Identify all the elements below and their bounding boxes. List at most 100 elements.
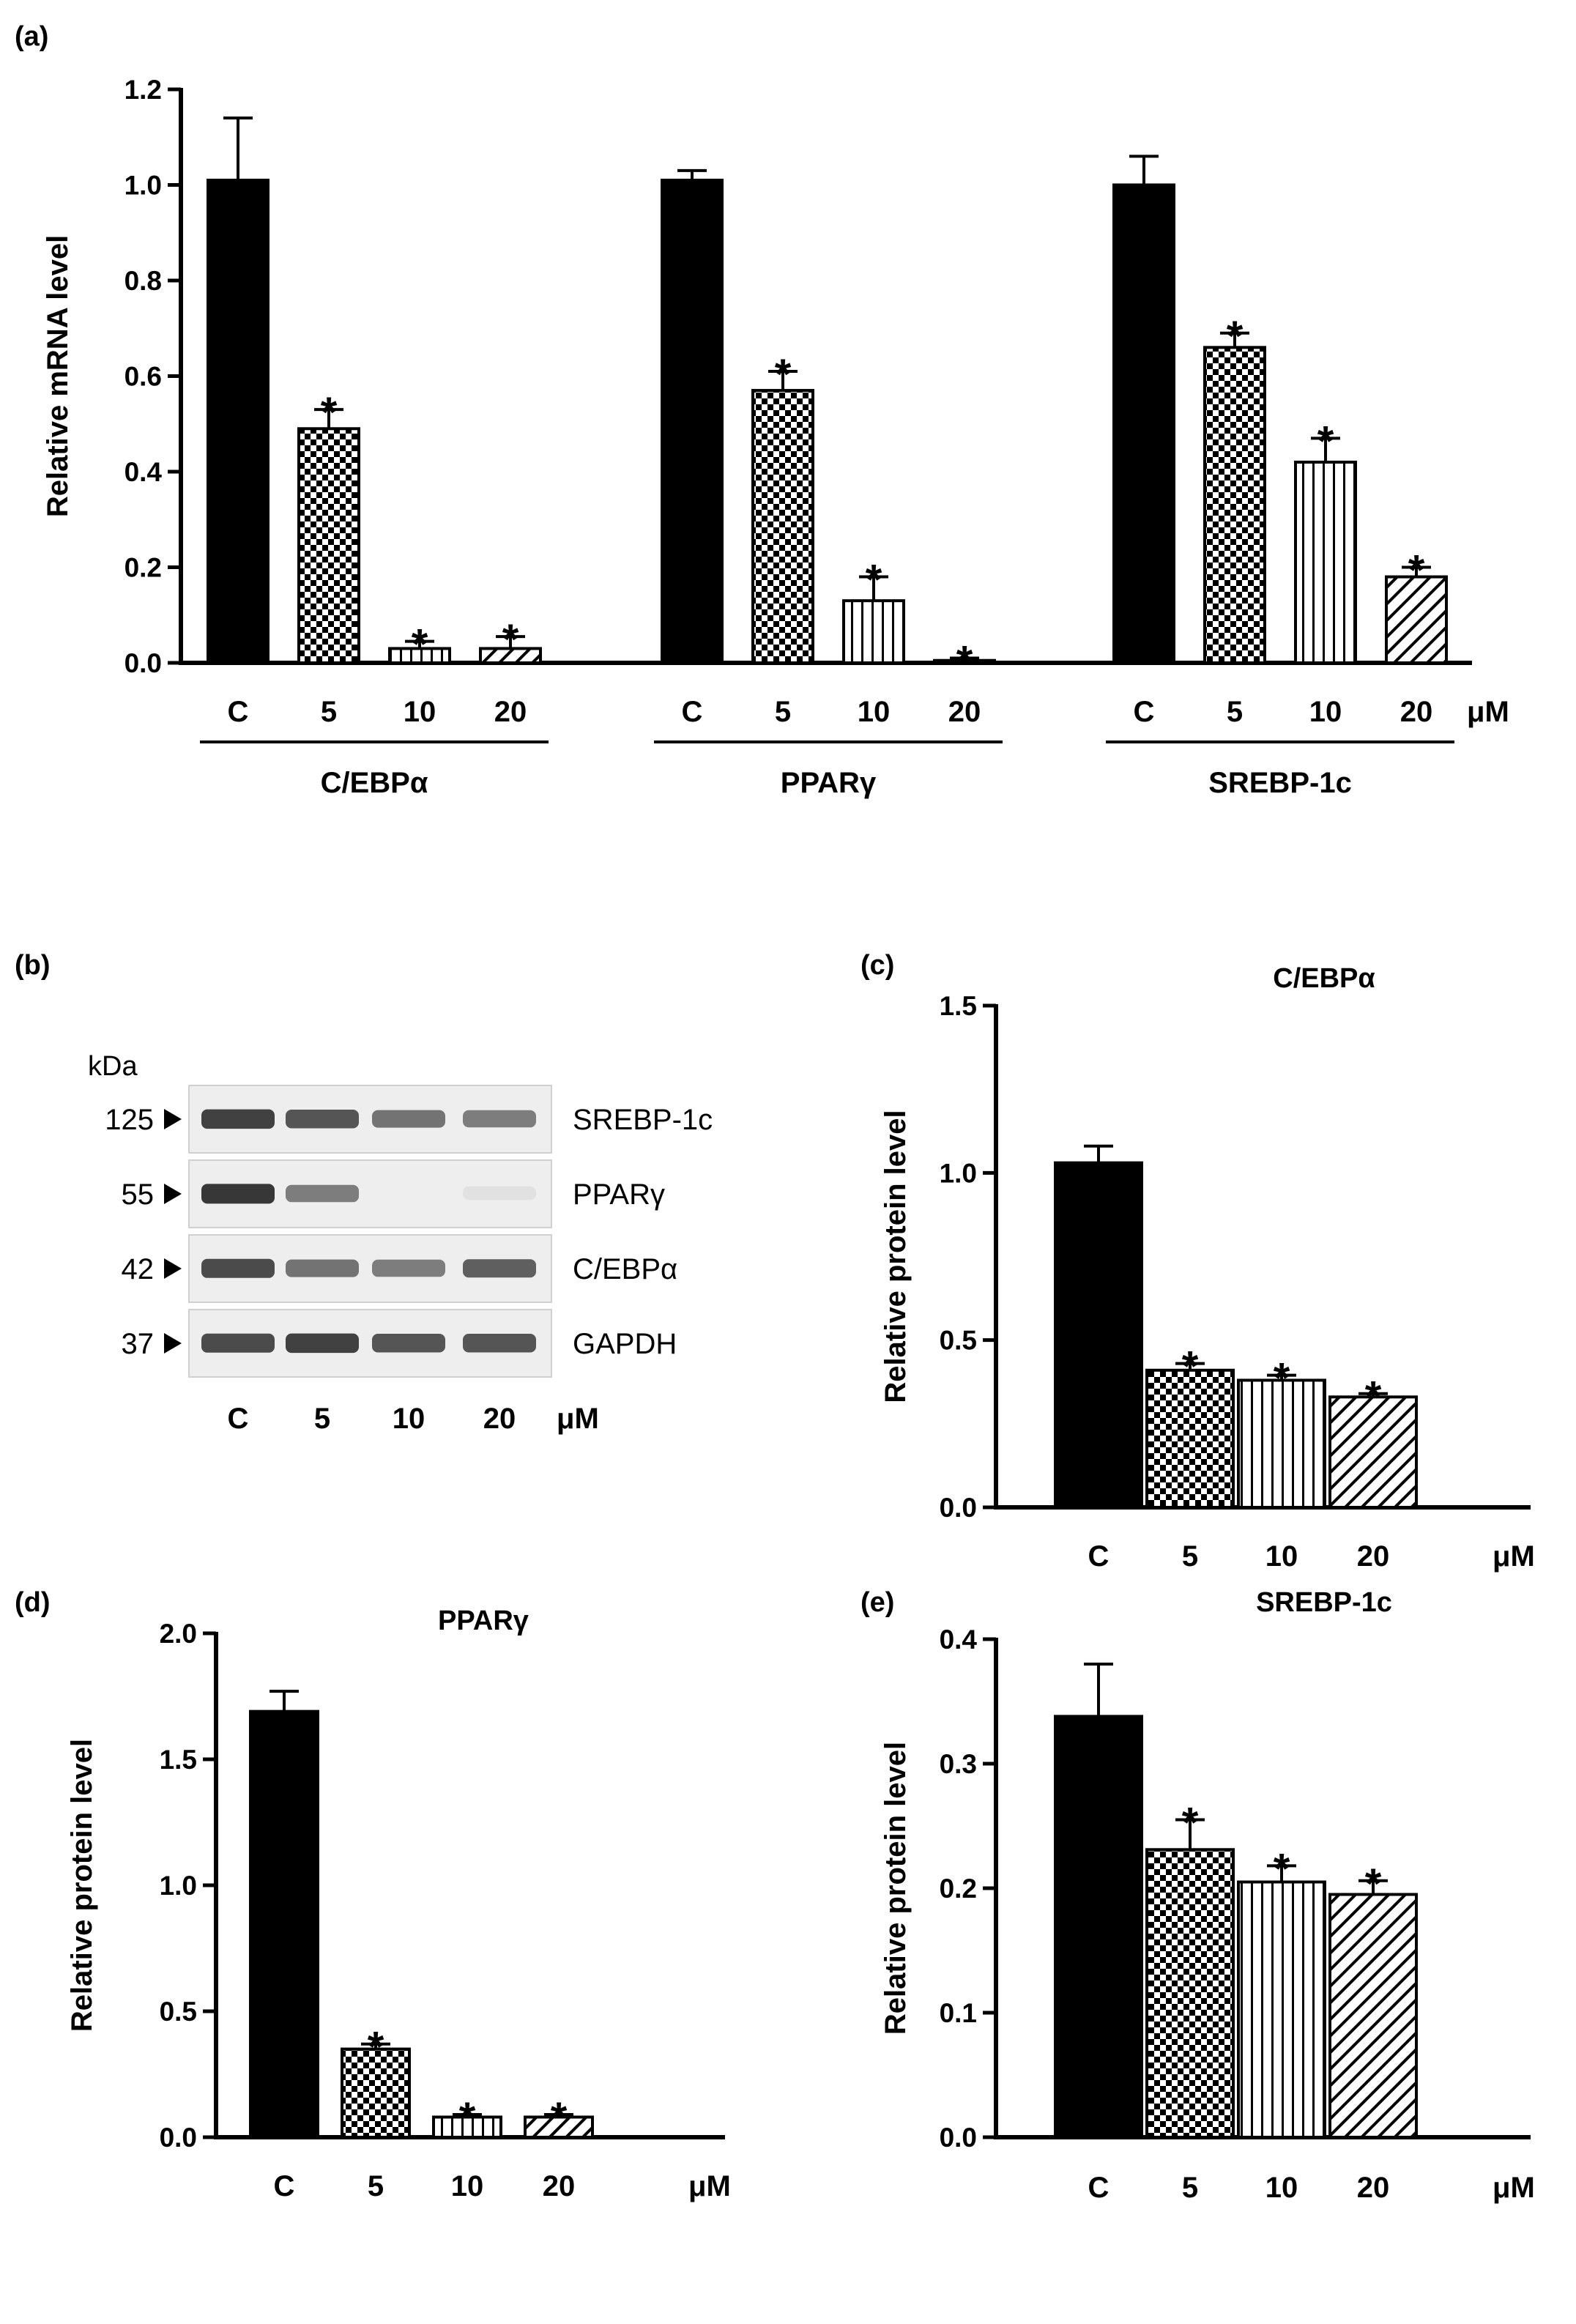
- blot-band: [372, 1110, 445, 1128]
- y-tick-label: 0.8: [124, 266, 162, 296]
- blot-band: [463, 1110, 536, 1128]
- blot-band: [201, 1258, 275, 1278]
- chart-d: PPARγ 0.0 0.5 1.0 1.5 2.0 Relative protein lev…: [66, 1605, 731, 2202]
- bar: [432, 2115, 502, 2139]
- blot-band: [286, 1184, 359, 1203]
- bar: [1054, 1161, 1143, 1509]
- bar: [479, 647, 542, 664]
- significance-marker: *: [1365, 1373, 1382, 1421]
- bar: [933, 658, 996, 664]
- group-label: SREBP-1c: [1208, 767, 1352, 799]
- bar: [1237, 1378, 1326, 1510]
- y-tick-label: 0.4: [124, 457, 163, 487]
- bar: [1054, 1715, 1143, 2139]
- bar: [1145, 1368, 1235, 1510]
- x-tick-label: 20: [948, 696, 981, 728]
- bar: [524, 2115, 594, 2139]
- y-tick-label: 0.0: [940, 1493, 977, 1523]
- y-axis-label: Relative protein level: [880, 1110, 912, 1403]
- protein-label: C/EBPα: [573, 1253, 677, 1285]
- significance-marker: *: [1408, 547, 1425, 595]
- x-tick-label: C: [682, 696, 703, 728]
- x-tick-label: 20: [1400, 696, 1433, 728]
- blot-band: [372, 1334, 445, 1353]
- significance-marker: *: [1182, 1343, 1199, 1391]
- bar: [388, 647, 451, 664]
- bar: [751, 389, 814, 664]
- y-tick-label: 0.0: [160, 2123, 197, 2153]
- significance-marker: *: [1227, 313, 1244, 360]
- group-label: PPARγ: [781, 767, 877, 799]
- x-tick-label: 5: [1182, 1540, 1198, 1573]
- significance-marker: *: [1274, 1355, 1290, 1403]
- y-tick-label: 1.0: [940, 1158, 977, 1188]
- blot-band: [372, 1259, 445, 1277]
- blot-band: [463, 1259, 536, 1278]
- x-tick-label: 5: [368, 2170, 384, 2202]
- y-axis-label: Relative protein level: [66, 1739, 98, 2032]
- blot-band: [201, 1333, 275, 1353]
- blot-band: [201, 1184, 275, 1204]
- y-tick-label: 1.2: [124, 75, 162, 105]
- marker-arrow-icon: [164, 1184, 182, 1204]
- bar: [1112, 183, 1175, 664]
- bar: [341, 2047, 411, 2139]
- panel-label-e: (e): [861, 1587, 894, 1618]
- y-tick-label: 0.2: [940, 1874, 977, 1904]
- protein-label: GAPDH: [573, 1328, 677, 1360]
- kda-marker: 42: [122, 1253, 155, 1285]
- bar: [1237, 1880, 1326, 2139]
- x-tick-label: 5: [321, 696, 337, 728]
- chart-title: PPARγ: [438, 1605, 529, 1636]
- bar: [1328, 1395, 1418, 1510]
- bar: [1294, 460, 1357, 664]
- unit-label: μM: [1493, 2172, 1535, 2204]
- x-tick-label: 20: [494, 696, 527, 728]
- marker-arrow-icon: [164, 1109, 182, 1129]
- significance-marker: *: [775, 351, 792, 398]
- significance-marker: *: [956, 637, 973, 685]
- y-tick-label: 1.5: [160, 1745, 197, 1775]
- bar: [207, 178, 270, 665]
- panel-label-d: (d): [15, 1587, 51, 1618]
- blot-band: [201, 1109, 275, 1129]
- x-tick-label: 20: [543, 2170, 576, 2202]
- x-tick-label: C: [228, 696, 249, 728]
- x-tick-label: 5: [775, 696, 791, 728]
- blot-band: [286, 1259, 359, 1277]
- x-tick-label: C: [1088, 2172, 1109, 2204]
- kda-marker: 37: [122, 1328, 155, 1360]
- unit-label: μM: [688, 2170, 731, 2202]
- y-tick-label: 0.0: [940, 2123, 977, 2153]
- y-tick-label: 0.4: [940, 1625, 978, 1655]
- bar: [1328, 1893, 1418, 2139]
- x-tick-label: 20: [1357, 2172, 1390, 2204]
- y-tick-label: 1.0: [124, 171, 162, 201]
- x-tick-label: 5: [1182, 2172, 1198, 2204]
- significance-marker: *: [459, 2094, 476, 2142]
- x-tick-label: 10: [404, 696, 436, 728]
- chart-title: SREBP-1c: [1256, 1587, 1392, 1618]
- y-axis-label: Relative protein level: [880, 1742, 912, 2035]
- significance-marker: *: [368, 2024, 384, 2071]
- kda-label: kDa: [88, 1051, 138, 1082]
- x-tick-label: C: [274, 2170, 295, 2202]
- x-tick-label: 10: [1265, 2172, 1298, 2204]
- y-tick-label: 0.0: [124, 648, 162, 678]
- chart-a: 0.0 0.2 0.4 0.6 0.8 1.0 1.2 Relative mRNA level…: [42, 75, 1509, 799]
- bar: [661, 178, 724, 665]
- x-tick-label: C: [1134, 696, 1155, 728]
- significance-marker: *: [502, 616, 519, 664]
- lane-label: 10: [393, 1403, 425, 1435]
- y-tick-label: 0.5: [160, 1997, 197, 2027]
- blot-unit-label: μM: [557, 1403, 599, 1435]
- y-tick-label: 0.5: [940, 1326, 977, 1356]
- unit-label: μM: [1467, 696, 1509, 728]
- chart-title: C/EBPα: [1273, 963, 1375, 994]
- significance-marker: *: [1365, 1860, 1382, 1908]
- significance-marker: *: [1317, 417, 1334, 465]
- y-tick-label: 2.0: [160, 1619, 197, 1649]
- bar: [842, 599, 905, 664]
- panel-label-b: (b): [15, 950, 51, 981]
